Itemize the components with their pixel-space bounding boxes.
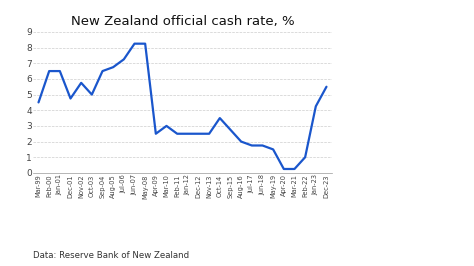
Title: New Zealand official cash rate, %: New Zealand official cash rate, % bbox=[71, 15, 294, 28]
Text: Data: Reserve Bank of New Zealand: Data: Reserve Bank of New Zealand bbox=[33, 251, 189, 260]
Text: Trade Like a Pro: Trade Like a Pro bbox=[374, 92, 427, 98]
Text: FxPro: FxPro bbox=[374, 46, 428, 64]
